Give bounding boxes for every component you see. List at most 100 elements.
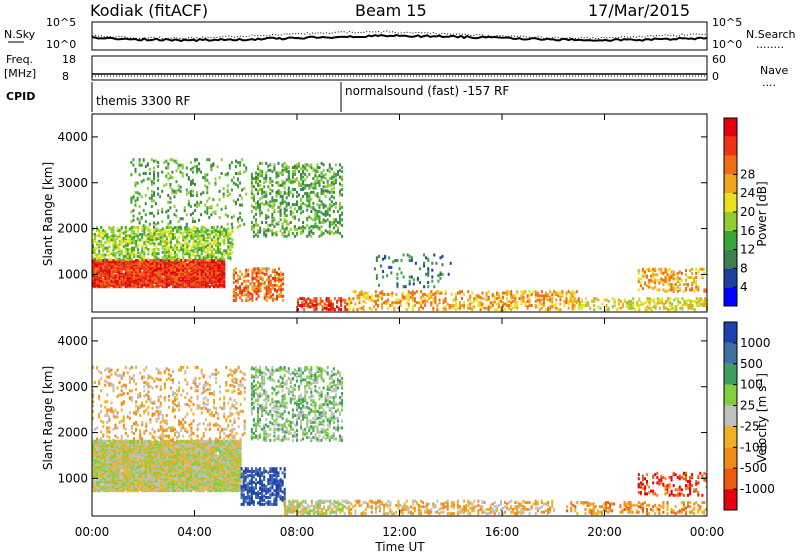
power-cell	[585, 304, 587, 307]
power-cell	[662, 271, 665, 275]
power-cell	[400, 259, 403, 262]
power-cell	[226, 194, 229, 197]
power-cell	[143, 227, 146, 231]
power-cell	[213, 242, 215, 246]
power-cell	[188, 243, 191, 247]
power-cell	[202, 226, 205, 229]
power-cell	[161, 282, 164, 286]
power-cell	[431, 268, 434, 272]
power-cell	[225, 249, 228, 253]
power-cell	[153, 227, 156, 231]
power-cell	[204, 250, 207, 254]
power-cell	[298, 181, 300, 185]
power-cell	[179, 163, 182, 167]
power-cell	[202, 242, 205, 246]
power-cell	[396, 276, 399, 280]
power-cell	[685, 273, 687, 277]
power-cell	[178, 228, 181, 232]
power-cell	[108, 235, 111, 239]
power-cell	[141, 259, 144, 262]
power-cell	[461, 290, 463, 294]
power-cell	[215, 278, 217, 282]
power-cell	[134, 181, 137, 185]
power-cell	[283, 214, 286, 218]
power-cell	[94, 232, 96, 236]
power-cell	[269, 204, 272, 208]
power-cell	[252, 223, 255, 227]
power-cell	[186, 263, 189, 267]
power-cell	[283, 190, 286, 194]
power-cell	[383, 301, 386, 305]
power-cell	[504, 291, 507, 295]
power-cell	[165, 174, 168, 178]
power-cell	[271, 219, 274, 223]
power-cell	[308, 226, 311, 230]
power-cell	[261, 192, 264, 196]
power-cell	[243, 170, 246, 174]
power-cell	[157, 178, 160, 182]
power-cell	[669, 301, 672, 305]
power-cell	[98, 256, 101, 260]
power-cell	[255, 221, 257, 224]
power-cell	[192, 232, 195, 236]
power-cell	[442, 298, 445, 302]
power-cell	[192, 241, 195, 245]
power-cell	[420, 295, 422, 299]
power-cell	[198, 254, 201, 258]
power-cell	[277, 210, 280, 213]
power-cell	[245, 279, 248, 283]
power-cell	[545, 291, 547, 295]
power-cell	[605, 306, 608, 310]
velocity-cell	[104, 439, 107, 443]
power-cell	[528, 304, 531, 307]
power-cell	[206, 209, 209, 213]
power-cell	[229, 246, 232, 250]
power-cell	[559, 298, 562, 302]
power-cell	[167, 246, 170, 250]
power-cell	[206, 228, 209, 232]
power-cell	[215, 243, 217, 247]
power-cell	[221, 283, 224, 287]
power-cell	[703, 304, 706, 307]
velocity-cell	[104, 480, 107, 484]
power-cell	[239, 163, 242, 167]
power-cell	[639, 281, 642, 285]
power-cell	[126, 248, 129, 251]
power-cell	[196, 191, 198, 195]
power-cell	[189, 183, 192, 186]
power-cell	[150, 194, 153, 197]
nave-label: Nave	[760, 64, 788, 77]
power-cell	[344, 298, 347, 302]
power-cell	[122, 245, 125, 249]
power-cell	[257, 167, 259, 171]
power-cell	[311, 299, 314, 303]
power-cell	[100, 272, 103, 276]
power-cell	[255, 285, 258, 289]
power-cell	[559, 302, 562, 306]
power-cell	[302, 221, 305, 224]
power-cell	[324, 189, 327, 193]
power-cell	[621, 302, 624, 306]
power-cell	[151, 232, 154, 236]
power-cell	[644, 301, 647, 305]
power-cell	[300, 188, 303, 191]
power-cell	[291, 170, 294, 174]
power-cell	[697, 302, 700, 306]
power-cell	[322, 163, 325, 167]
power-cell	[285, 164, 288, 168]
power-cell	[392, 260, 395, 264]
power-cell	[210, 242, 213, 246]
power-cell	[296, 166, 298, 169]
power-cell	[316, 194, 319, 198]
power-cell	[281, 179, 284, 183]
power-cell	[372, 305, 375, 309]
power-cell	[638, 306, 641, 310]
power-cell	[291, 188, 294, 191]
power-cell	[269, 177, 272, 180]
power-cell	[352, 306, 355, 310]
power-cell	[196, 227, 199, 231]
power-cell	[336, 305, 338, 309]
power-cell	[299, 297, 302, 301]
power-ytick-label: 4000	[57, 130, 88, 144]
power-cell	[337, 210, 339, 213]
